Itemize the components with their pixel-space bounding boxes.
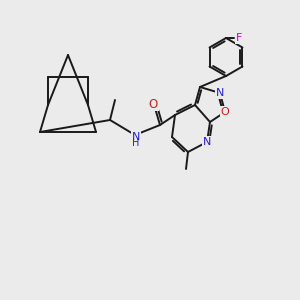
Text: O: O [148,98,158,110]
Text: N: N [132,132,140,142]
Text: H: H [132,138,140,148]
Text: N: N [216,88,224,98]
Text: O: O [220,107,230,117]
Text: F: F [236,33,242,43]
Text: N: N [203,137,211,147]
